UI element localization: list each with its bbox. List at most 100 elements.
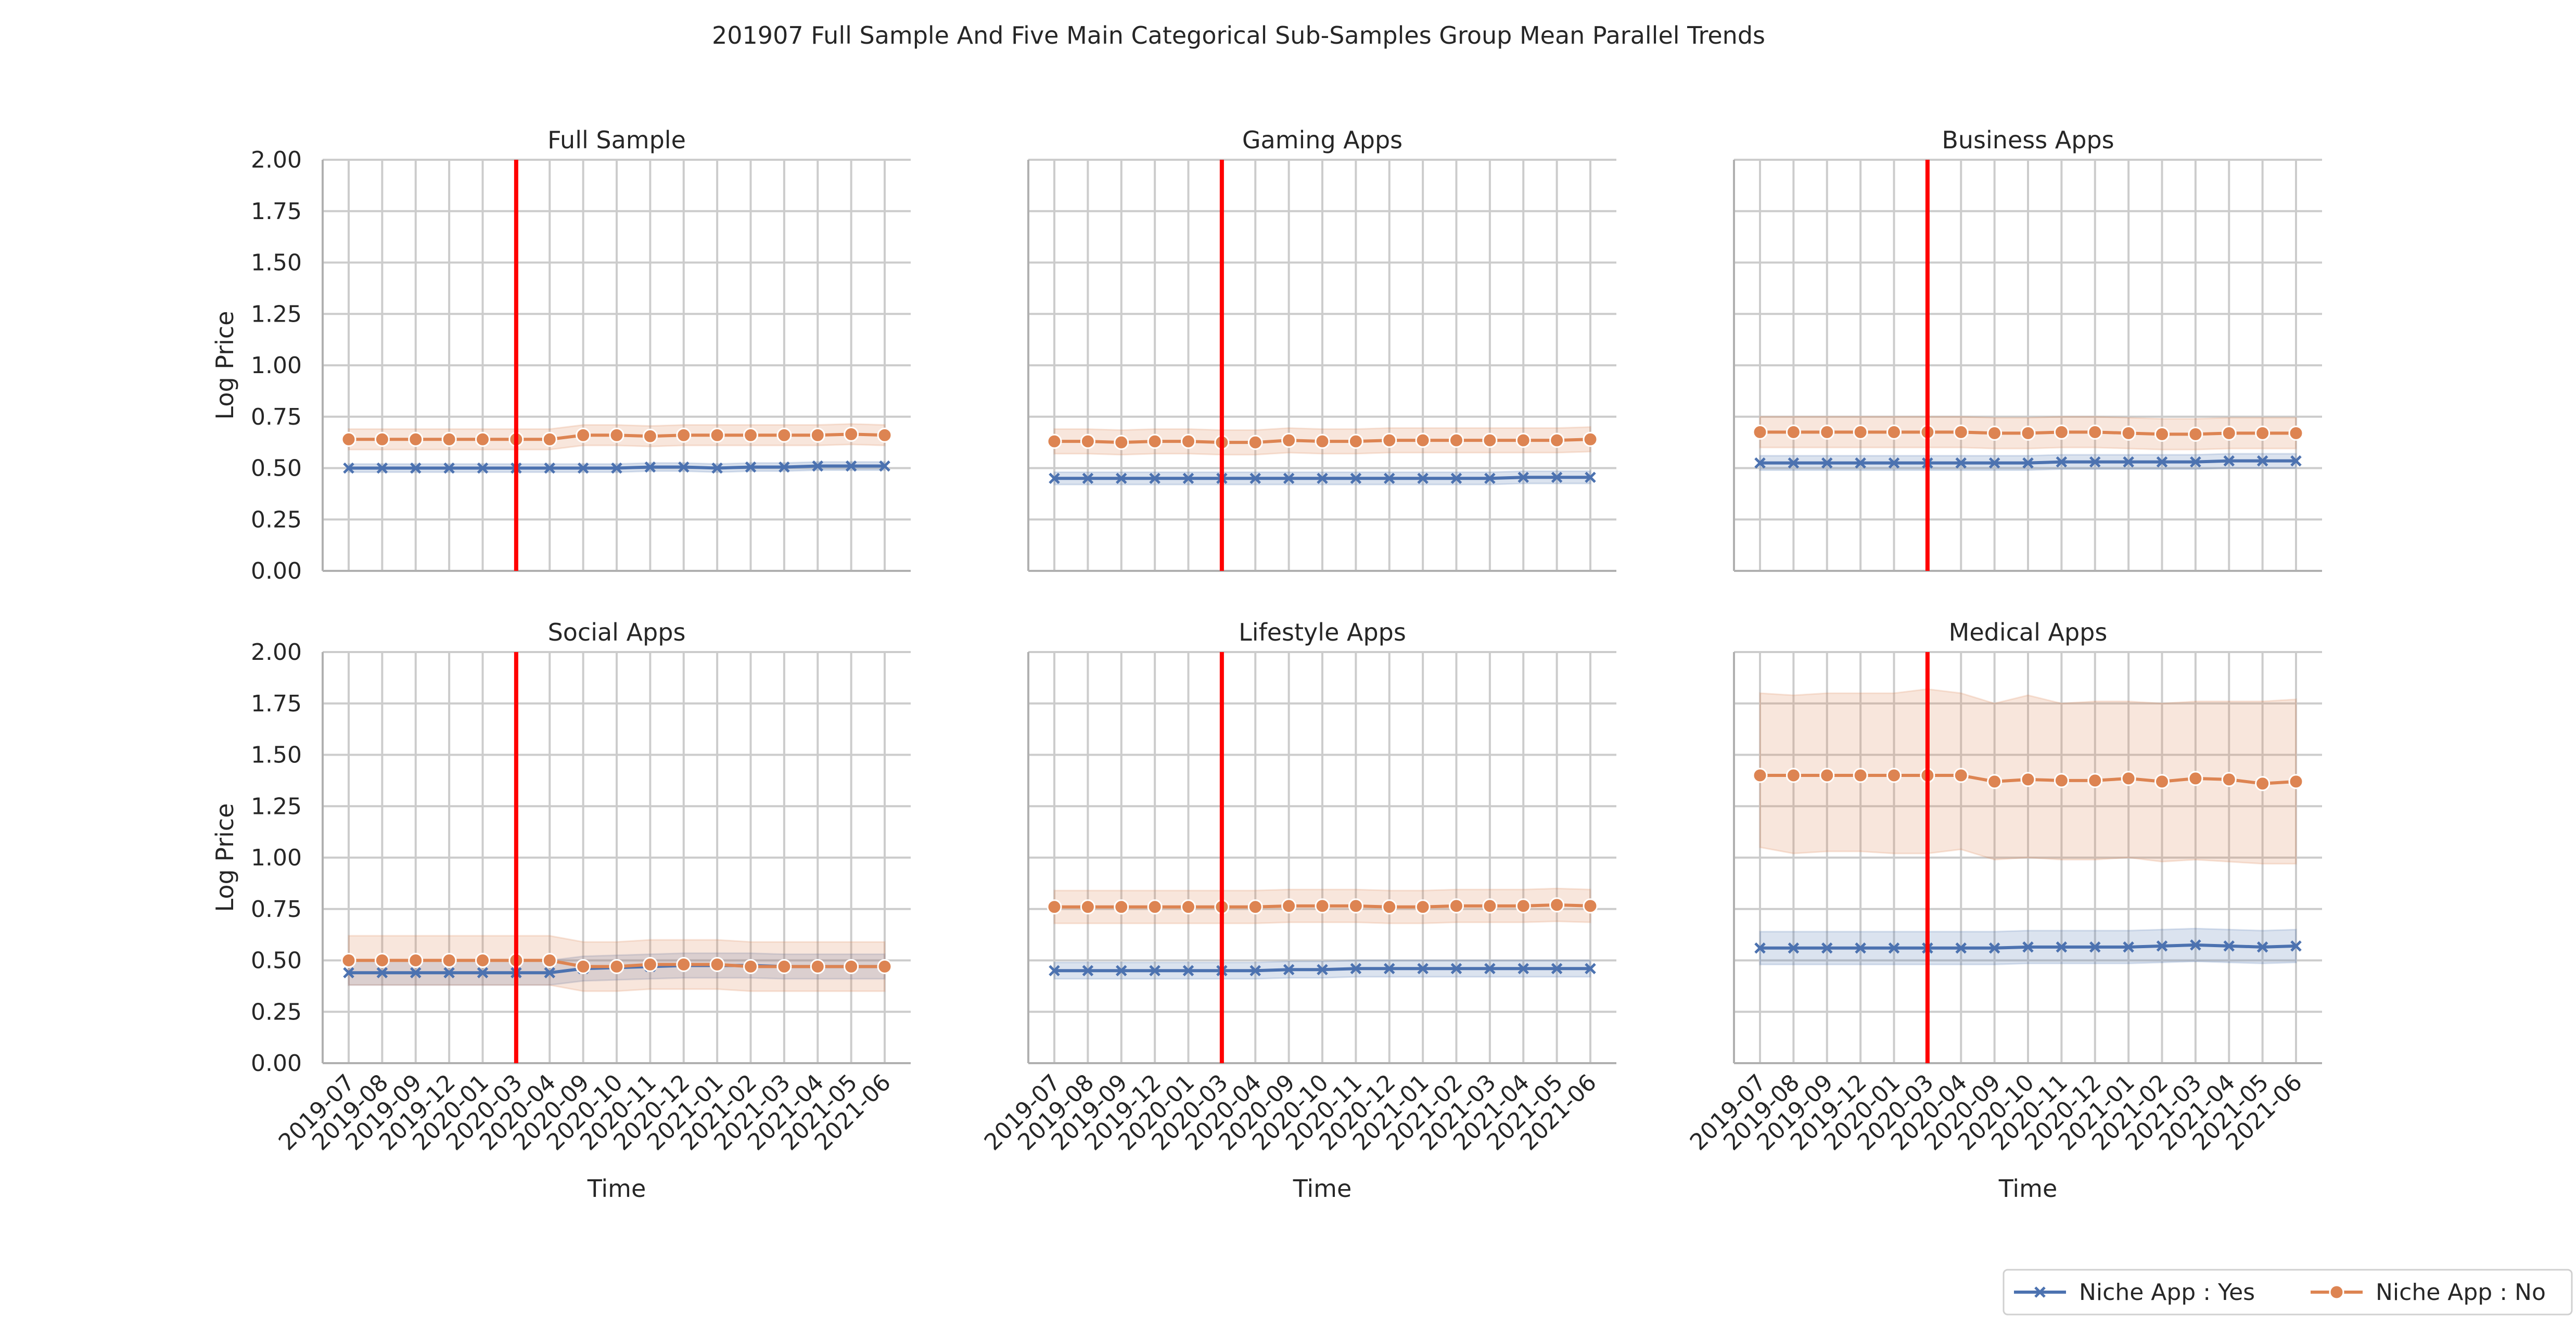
data-point-no: [1315, 898, 1330, 914]
y-tick-label: 1.50: [251, 742, 302, 769]
y-tick-label: 0.00: [251, 1050, 302, 1077]
data-point-no: [1315, 433, 1330, 449]
data-point-yes: [2290, 940, 2302, 952]
data-point-no: [2188, 426, 2203, 442]
y-tick-label: 1.75: [251, 691, 302, 717]
data-point-yes: [2056, 941, 2068, 953]
panels-group: Full Sample 0.00 0.25 0.50 0.75 1.00 1.25 1.50 1…: [211, 126, 2322, 1203]
data-point-no: [1281, 898, 1297, 914]
data-point-no: [1853, 424, 1868, 440]
data-point-yes: [1484, 473, 1496, 484]
data-point-yes: [611, 462, 622, 474]
data-point-no: [2288, 425, 2304, 441]
data-point-no: [2020, 425, 2036, 441]
legend-label-no: Niche App : No: [2376, 1279, 2546, 1306]
data-point-no: [2121, 771, 2136, 786]
data-point-yes: [2123, 456, 2134, 468]
data-point-no: [1348, 433, 1363, 449]
data-point-no: [2054, 773, 2069, 788]
data-point-no: [408, 431, 424, 447]
legend-marker-yes: [2034, 1286, 2046, 1298]
data-point-yes: [1788, 457, 1800, 469]
data-point-yes: [1317, 473, 1328, 484]
data-point-no: [1987, 425, 2003, 441]
data-point-no: [810, 959, 825, 974]
data-point-yes: [1082, 965, 1094, 977]
data-point-no: [1080, 433, 1095, 449]
data-point-yes: [577, 462, 589, 474]
data-point-yes: [2223, 455, 2235, 467]
data-point-no: [1047, 433, 1062, 449]
data-point-yes: [443, 967, 455, 978]
data-point-yes: [2022, 941, 2034, 953]
data-point-yes: [544, 967, 556, 978]
data-point-no: [542, 431, 557, 447]
data-point-no: [642, 428, 658, 444]
panel-1: Gaming Apps: [1027, 126, 1616, 572]
y-tick-label: 1.50: [251, 250, 302, 276]
y-tick-label: 0.50: [251, 948, 302, 974]
data-point-yes: [376, 462, 388, 474]
data-point-no: [2188, 771, 2203, 786]
data-point-yes: [845, 460, 857, 472]
data-point-yes: [1249, 965, 1261, 977]
data-point-yes: [678, 461, 690, 473]
data-point-no: [676, 427, 692, 443]
y-tick-label: 1.00: [251, 352, 302, 379]
panel-4: Lifestyle Apps2019-072019-082019-092019-…: [979, 618, 1616, 1203]
data-point-yes: [2190, 939, 2201, 951]
data-point-no: [1281, 432, 1297, 448]
data-point-yes: [2156, 456, 2168, 468]
data-point-yes: [1821, 457, 1833, 469]
data-point-no: [1786, 768, 1801, 783]
data-point-yes: [2223, 940, 2235, 952]
data-point-no: [576, 427, 591, 443]
data-point-yes: [443, 462, 455, 474]
data-point-no: [542, 953, 557, 968]
data-point-no: [709, 956, 725, 972]
data-point-no: [1549, 897, 1565, 913]
legend-box: [2003, 1269, 2573, 1316]
y-tick-label: 1.25: [251, 793, 302, 820]
data-point-no: [1449, 898, 1464, 914]
data-point-yes: [1182, 473, 1194, 484]
legend: Niche App : Yes Niche App : No: [2003, 1269, 2573, 1316]
data-point-yes: [2156, 940, 2168, 952]
data-point-no: [1080, 899, 1095, 915]
data-point-no: [1752, 424, 1768, 440]
data-point-no: [1515, 898, 1531, 914]
data-point-yes: [2056, 456, 2068, 468]
data-point-no: [1181, 899, 1196, 915]
data-point-no: [1583, 898, 1598, 914]
data-point-yes: [879, 460, 890, 472]
data-point-no: [1819, 768, 1835, 783]
data-point-yes: [2022, 457, 2034, 469]
data-point-yes: [779, 461, 790, 473]
y-tick-label: 0.25: [251, 506, 302, 533]
data-point-yes: [477, 967, 489, 978]
data-point-no: [676, 956, 692, 972]
data-point-yes: [1988, 457, 2000, 469]
data-point-yes: [1821, 942, 1833, 954]
data-point-no: [1786, 424, 1801, 440]
data-point-yes: [2089, 941, 2101, 953]
y-axis-label: Log Price: [211, 311, 239, 420]
data-point-yes: [2256, 455, 2268, 467]
data-point-no: [1853, 768, 1868, 783]
data-point-no: [1247, 899, 1263, 915]
y-tick-label: 1.25: [251, 301, 302, 327]
x-axis-label: Time: [587, 1175, 646, 1203]
data-point-no: [1415, 432, 1431, 448]
data-point-yes: [1283, 964, 1295, 976]
data-point-no: [743, 427, 758, 443]
data-point-yes: [1517, 963, 1529, 975]
data-point-no: [1515, 432, 1531, 448]
data-point-no: [475, 431, 490, 447]
data-point-yes: [2089, 456, 2101, 468]
data-point-yes: [343, 967, 354, 978]
data-point-no: [609, 959, 624, 974]
data-point-yes: [2190, 456, 2201, 468]
data-point-yes: [1383, 473, 1395, 484]
data-point-no: [1953, 768, 1969, 783]
